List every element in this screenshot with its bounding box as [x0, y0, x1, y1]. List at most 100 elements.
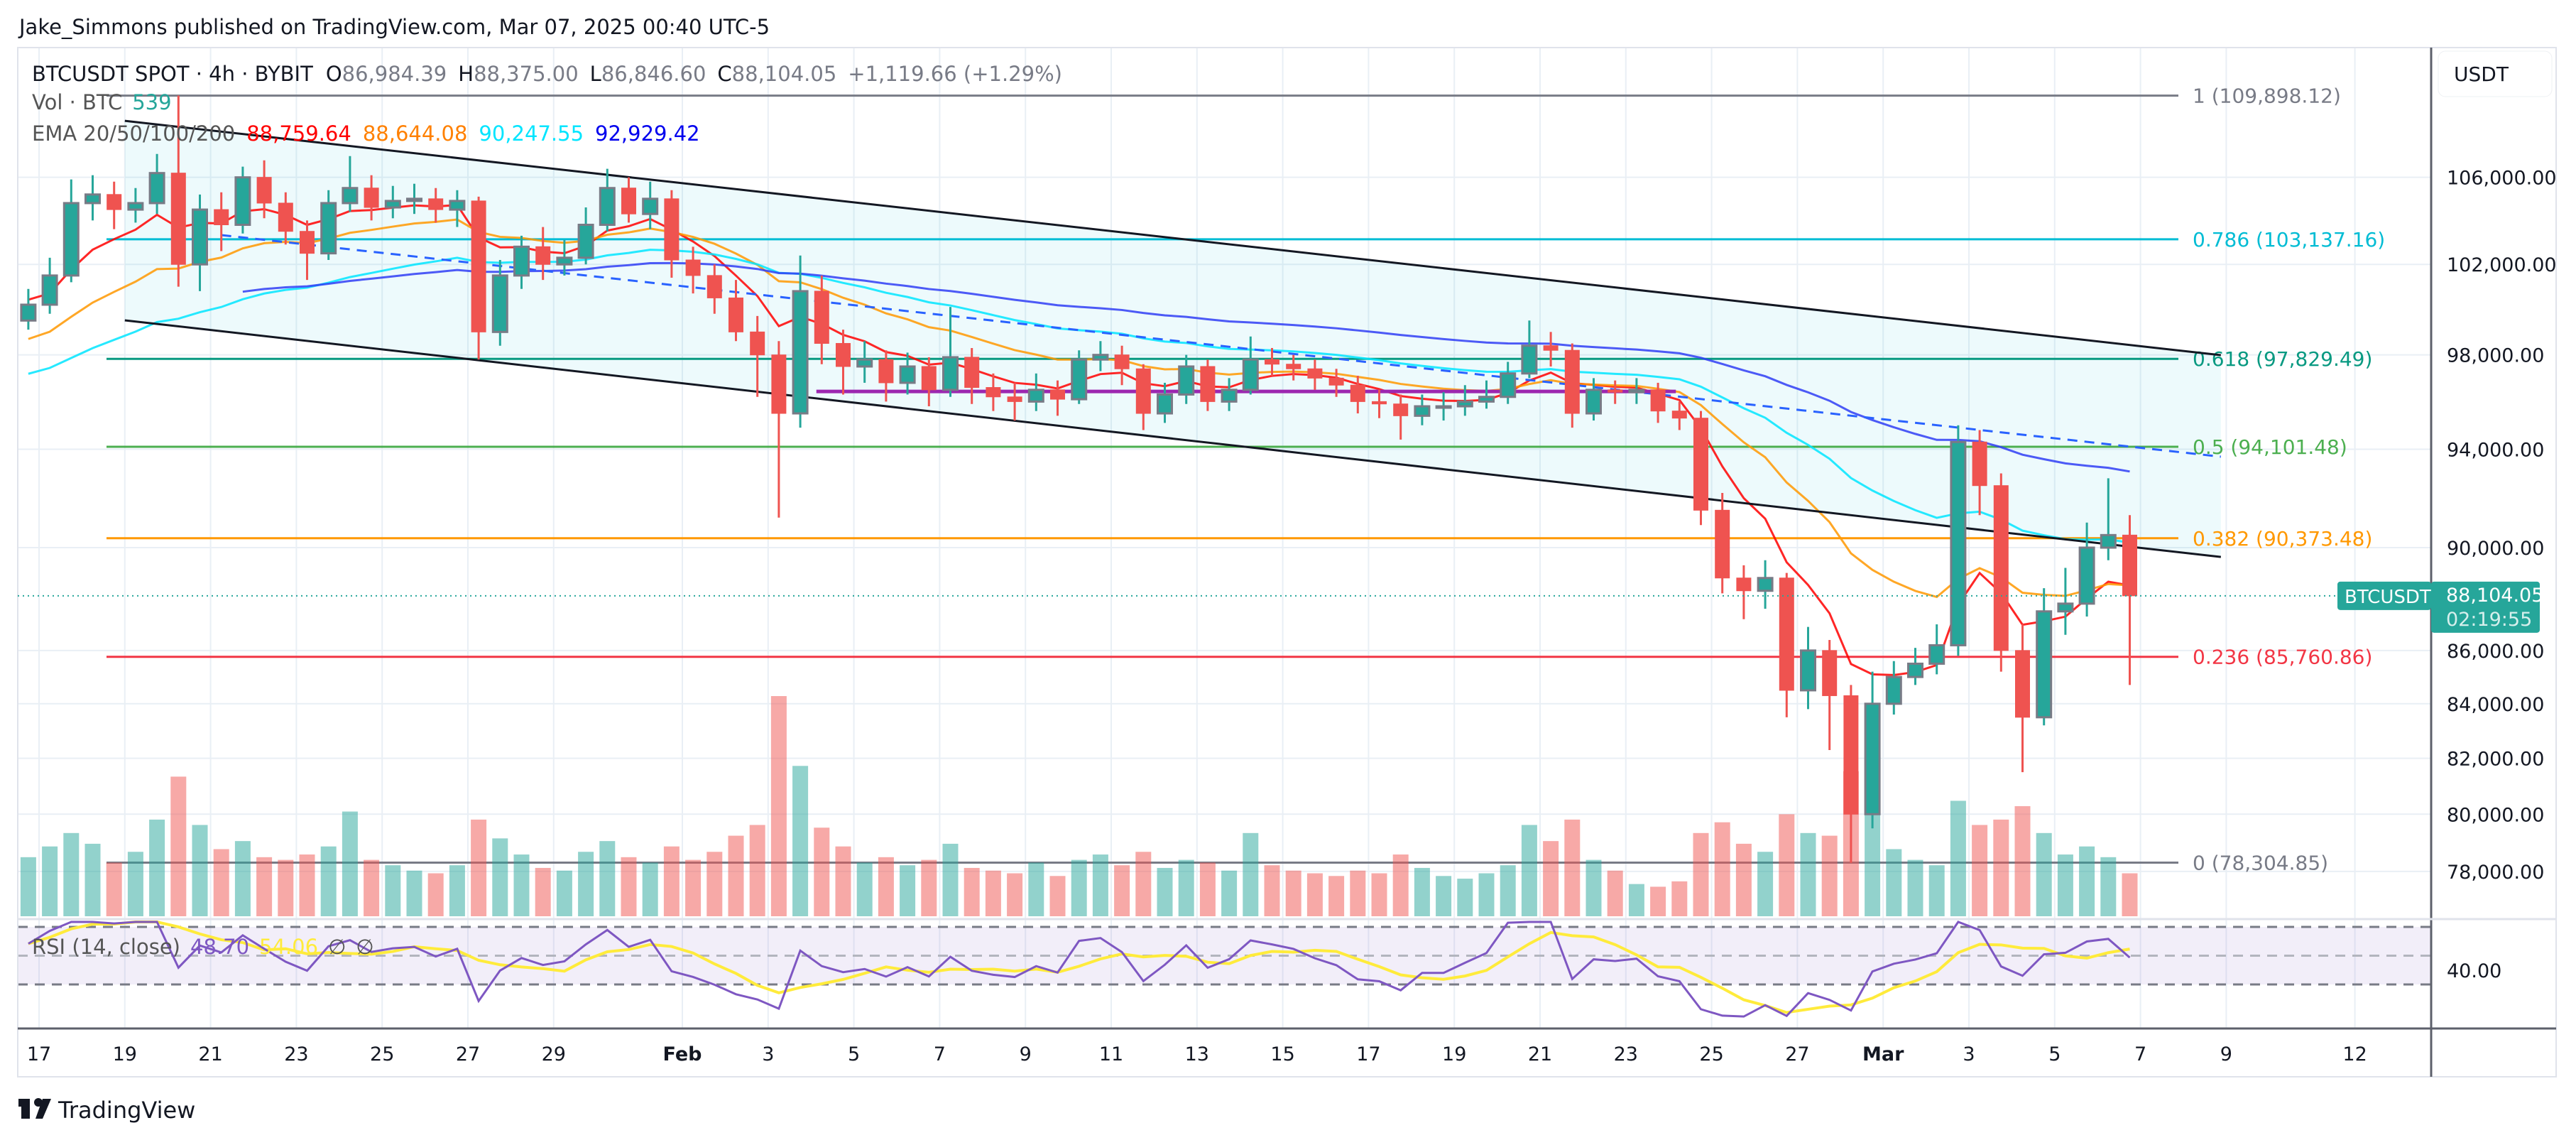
volume-bar [1114, 865, 1130, 916]
volume-bar [921, 859, 937, 916]
legend-volume[interactable]: Vol · BTC 539 [32, 90, 172, 114]
volume-bar [1735, 843, 1752, 916]
price-tick-label: 98,000.00 [2447, 345, 2544, 367]
candle-up [192, 208, 208, 266]
volume-bar [1028, 862, 1044, 916]
volume-bar [20, 857, 36, 916]
price-tick-label: 102,000.00 [2447, 254, 2557, 276]
time-tick-label: 21 [198, 1043, 222, 1065]
volume-bar [320, 846, 337, 916]
volume-bar [1972, 825, 1988, 916]
tradingview-logo[interactable]: TradingView [18, 1097, 195, 1124]
time-tick-label: 25 [1699, 1043, 1723, 1065]
low-label: L [590, 62, 601, 86]
fib-level-label: 0 (78,304.85) [2193, 851, 2328, 874]
time-tick-label: 5 [2048, 1043, 2061, 1065]
volume-label: Vol · BTC [32, 90, 122, 114]
volume-bar [878, 857, 894, 916]
volume-bar [1521, 825, 1537, 916]
volume-bar [342, 811, 358, 916]
volume-bar [2079, 846, 2095, 916]
time-tick-label: 27 [1785, 1043, 1809, 1065]
time-tick-label: Feb [663, 1043, 702, 1065]
legend-ema[interactable]: EMA 20/50/100/200 88,759.64 88,644.08 90,24… [32, 121, 700, 146]
rsi-label: RSI (14, close) [32, 935, 180, 959]
trend-lines[interactable] [124, 119, 2222, 558]
time-tick-label: 5 [848, 1043, 860, 1065]
candle-up [1456, 400, 1473, 408]
candle-up [1478, 396, 1495, 403]
rsi-ma-line [28, 921, 2130, 1014]
candle-up [942, 356, 959, 391]
volume-bar [170, 776, 187, 916]
volume-bar [2036, 832, 2052, 916]
volume-bar [578, 852, 594, 916]
volume-bar [234, 841, 251, 916]
price-axis[interactable]: 106,000.00 102,000.00 98,000.00 94,000.00 90… [2447, 168, 2557, 884]
candle-down [921, 366, 937, 391]
volume-bar [492, 838, 508, 916]
time-tick-label: 19 [113, 1043, 137, 1065]
candle-up [234, 176, 251, 226]
legend-ohlc[interactable]: BTCUSDT SPOT · 4h · BYBIT O86,984.39 H88,3… [32, 62, 1062, 86]
candle-up [1435, 405, 1452, 409]
volume-bar [1800, 832, 1816, 916]
candle-down [1543, 345, 1559, 351]
candle-down [685, 259, 701, 276]
candle-down [750, 331, 765, 356]
ema200-line [242, 261, 2130, 473]
time-axis[interactable]: 17 19 21 23 25 27 29 Feb 3 5 7 9 11 13 15 17 19 21 23 25 27 M… [27, 1043, 2367, 1065]
candle-down [964, 357, 980, 389]
price-tick-label: 82,000.00 [2447, 749, 2544, 771]
volume-bar [1457, 879, 1473, 916]
volume-bar [599, 841, 616, 916]
volume-bar [1178, 859, 1194, 916]
candle-up [342, 187, 359, 205]
candle-up [1885, 675, 1902, 705]
candle-down [471, 200, 486, 332]
channel-upper-line [124, 119, 2222, 357]
volume-bar [1821, 835, 1838, 916]
candle-up [1221, 389, 1238, 403]
channel-lower-line [124, 319, 2222, 558]
candle-up [41, 274, 58, 306]
candle-down [664, 198, 680, 261]
volume-bar [1135, 852, 1152, 916]
volume-bar [1371, 873, 1387, 916]
candle-down [728, 297, 743, 332]
time-tick-label: 27 [456, 1043, 480, 1065]
price-tick-label: 90,000.00 [2447, 538, 2544, 560]
candle-up [1800, 649, 1816, 692]
volume-bar [63, 832, 80, 916]
volume-bar [427, 873, 444, 916]
legend-rsi[interactable]: RSI (14, close) 48.70 54.06 ∅ ∅ [32, 935, 374, 959]
currency-button[interactable] [2438, 50, 2553, 97]
symbol-title: BTCUSDT SPOT · 4h · BYBIT [32, 62, 313, 86]
candle-down [1779, 577, 1794, 691]
volume-bar [2014, 806, 2031, 916]
volume-bars [20, 696, 2138, 916]
volume-bar [1243, 832, 1259, 916]
ema100-line [28, 249, 2130, 544]
candle-up [2057, 602, 2074, 613]
volume-bar [1049, 876, 1066, 916]
candle-down [814, 291, 829, 344]
candle-up [1414, 405, 1431, 417]
candle-up [2100, 533, 2117, 549]
candle-down [2015, 650, 2030, 718]
volume-bar [2100, 857, 2117, 916]
candle-down [278, 202, 293, 232]
volume-bar [149, 819, 165, 916]
fibonacci-retracement[interactable]: 1 (109,898.12) 0.786 (103,137.16) 0.618 (9… [107, 85, 2385, 875]
volume-bar [1500, 865, 1516, 916]
volume-bar [256, 857, 273, 916]
last-symbol: BTCUSDT [2345, 587, 2431, 608]
candle-up [148, 172, 165, 205]
candle-down [1993, 485, 2009, 651]
volume-bar [1071, 859, 1087, 916]
time-tick-label: 13 [1185, 1043, 1209, 1065]
volume-bar [42, 846, 58, 916]
volume-bar [1886, 849, 1902, 916]
